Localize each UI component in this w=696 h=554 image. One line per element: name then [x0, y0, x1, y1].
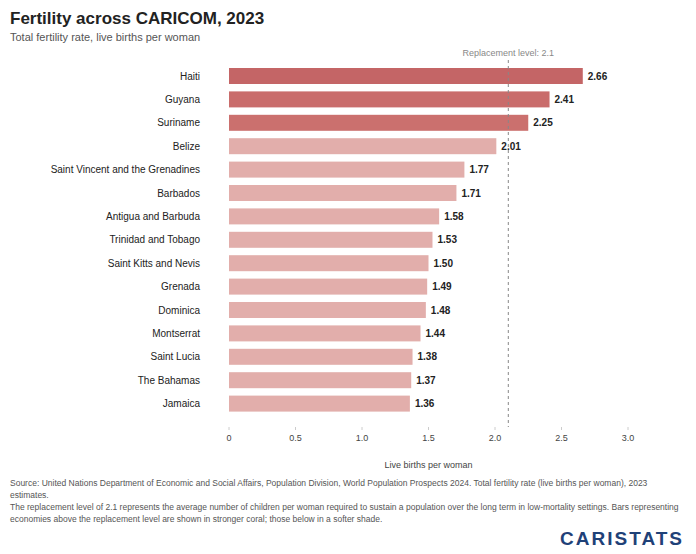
category-label: Grenada: [161, 281, 200, 292]
category-label: Montserrat: [152, 328, 200, 339]
category-label: Haiti: [180, 71, 200, 82]
category-label: Guyana: [165, 94, 200, 105]
tick-label: 1.0: [356, 433, 369, 443]
data-label: 2.01: [501, 141, 521, 152]
title: Fertility across CARICOM, 2023: [10, 9, 264, 28]
data-label: 1.36: [415, 398, 435, 409]
category-label: Suriname: [157, 117, 200, 128]
bar: [229, 91, 550, 107]
bar: [229, 302, 426, 318]
annotation: Replacement level: 2.1: [463, 48, 555, 58]
category-label: Antigua and Barbuda: [106, 211, 200, 222]
category-label: Dominica: [158, 305, 200, 316]
data-label: 2.25: [533, 117, 553, 128]
bar: [229, 232, 432, 248]
tick-mark: [229, 427, 230, 430]
subtitle: Total fertility rate, live births per wo…: [10, 31, 200, 43]
reference-line: [508, 60, 509, 427]
source-note: Source: United Nations Department of Eco…: [10, 477, 682, 501]
axis-title: Live births per woman: [384, 460, 472, 470]
chart-canvas: Fertility across CARICOM, 2023 Total fert…: [0, 0, 696, 554]
bar: [229, 279, 427, 295]
tick-label: 2.0: [489, 433, 502, 443]
data-label: 1.49: [432, 281, 452, 292]
bars: [229, 68, 583, 412]
category-label: Saint Vincent and the Grenadines: [51, 164, 200, 175]
tick-label: 0: [226, 433, 231, 443]
bar: [229, 396, 410, 412]
category-label: The Bahamas: [138, 375, 200, 386]
data-label: 2.66: [588, 71, 608, 82]
bar: [229, 162, 464, 178]
tick-label: 1.5: [422, 433, 435, 443]
bar: [229, 115, 528, 131]
tick-mark: [561, 427, 562, 430]
bar: [229, 208, 439, 224]
data-label: 2.41: [555, 94, 575, 105]
category-label: Saint Kitts and Nevis: [108, 258, 200, 269]
brand-logo: CARISTATS: [560, 528, 684, 549]
category-label: Saint Lucia: [151, 351, 201, 362]
bar: [229, 68, 583, 84]
labels: Haiti 2.66 Guyana 2.41 Suriname 2.25 Belize 2.0…: [51, 71, 608, 410]
bar: [229, 349, 413, 365]
tick-mark: [628, 427, 629, 430]
category-label: Trinidad and Tobago: [109, 234, 200, 245]
data-label: 1.53: [437, 234, 457, 245]
category-label: Barbados: [157, 188, 200, 199]
bar: [229, 372, 411, 388]
data-label: 1.37: [416, 375, 436, 386]
data-label: 1.77: [469, 164, 489, 175]
bar: [229, 185, 456, 201]
data-label: 1.38: [418, 351, 438, 362]
bar: [229, 255, 429, 271]
bar: [229, 325, 421, 341]
tick-mark: [495, 427, 496, 430]
data-label: 1.58: [444, 211, 464, 222]
tick-label: 3.0: [622, 433, 635, 443]
tick-label: 0.5: [289, 433, 302, 443]
bar: [229, 138, 496, 154]
category-label: Jamaica: [163, 398, 201, 409]
data-label: 1.48: [431, 305, 451, 316]
tick-mark: [428, 427, 429, 430]
data-label: 1.44: [426, 328, 446, 339]
data-label: 1.71: [461, 188, 481, 199]
data-label: 1.50: [434, 258, 454, 269]
tick-label: 2.5: [555, 433, 568, 443]
category-label: Belize: [173, 141, 201, 152]
tick-mark: [362, 427, 363, 430]
footnote: The replacement level of 2.1 represents …: [10, 501, 682, 525]
tick-mark: [295, 427, 296, 430]
